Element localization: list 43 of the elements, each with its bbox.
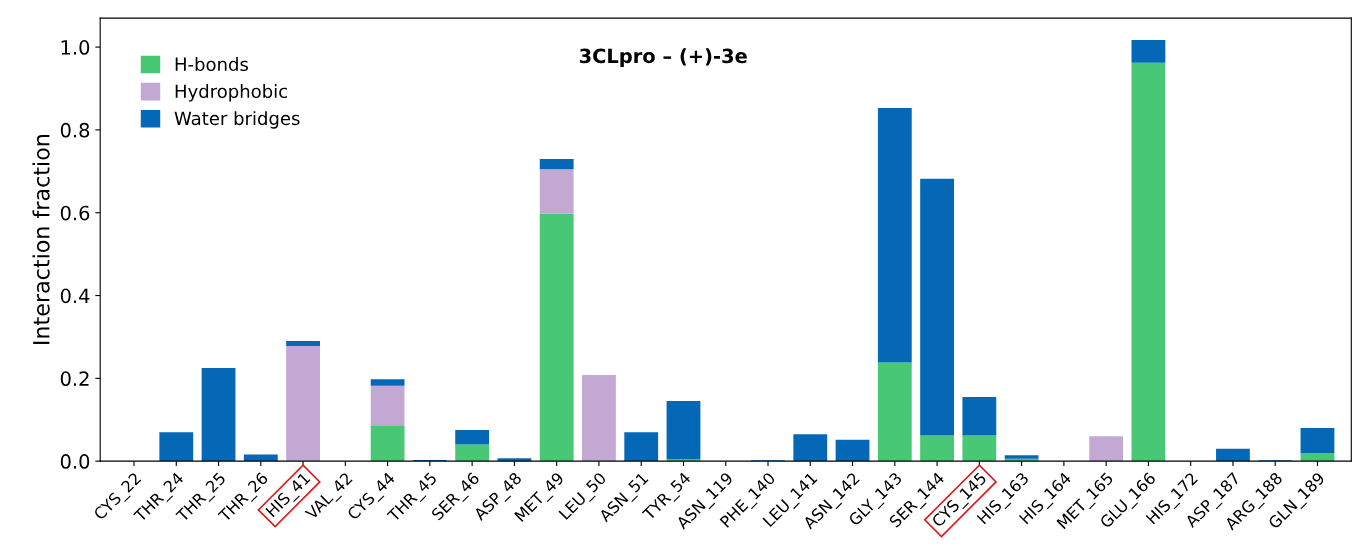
bar xyxy=(539,158,574,170)
bar xyxy=(793,434,828,462)
bar xyxy=(286,346,320,462)
legend-label: H-bonds xyxy=(175,57,248,72)
bar xyxy=(1089,436,1124,462)
y-tick-label: 0.0 xyxy=(60,454,90,469)
bar xyxy=(1300,452,1335,462)
bar xyxy=(1131,40,1166,63)
bar xyxy=(920,178,954,436)
bar xyxy=(455,430,490,445)
bar xyxy=(877,107,912,363)
y-tick-label: 0.6 xyxy=(60,205,90,221)
bar xyxy=(539,169,574,214)
bar xyxy=(539,213,574,462)
text: 3CLpro – (+)-3e xyxy=(579,48,747,67)
bar xyxy=(370,385,405,426)
bar xyxy=(1216,448,1250,462)
y-tick-label: 0.2 xyxy=(60,371,89,387)
bar xyxy=(624,432,659,462)
bar xyxy=(370,379,405,386)
bar xyxy=(159,432,194,462)
bar xyxy=(201,368,236,462)
bar xyxy=(497,458,532,462)
y-tick-label: 0.8 xyxy=(60,122,90,138)
bar xyxy=(582,375,616,462)
bar xyxy=(962,435,997,462)
bar xyxy=(1131,62,1166,462)
bar xyxy=(455,444,490,462)
bar xyxy=(1300,428,1335,453)
bar xyxy=(286,341,320,347)
bar xyxy=(666,459,701,462)
y-axis-title: Interaction fraction xyxy=(32,135,50,344)
bar xyxy=(370,425,405,462)
bar xyxy=(877,362,912,462)
bar xyxy=(920,435,954,462)
legend-label: Water bridges xyxy=(174,111,300,129)
bar xyxy=(666,401,701,460)
y-tick-label: 1.0 xyxy=(61,40,90,55)
legend-label: Hydrophobic xyxy=(175,84,287,102)
bar xyxy=(243,454,278,462)
y-tick-label: 0.4 xyxy=(60,288,90,304)
bar xyxy=(835,439,870,462)
bar xyxy=(962,396,997,436)
